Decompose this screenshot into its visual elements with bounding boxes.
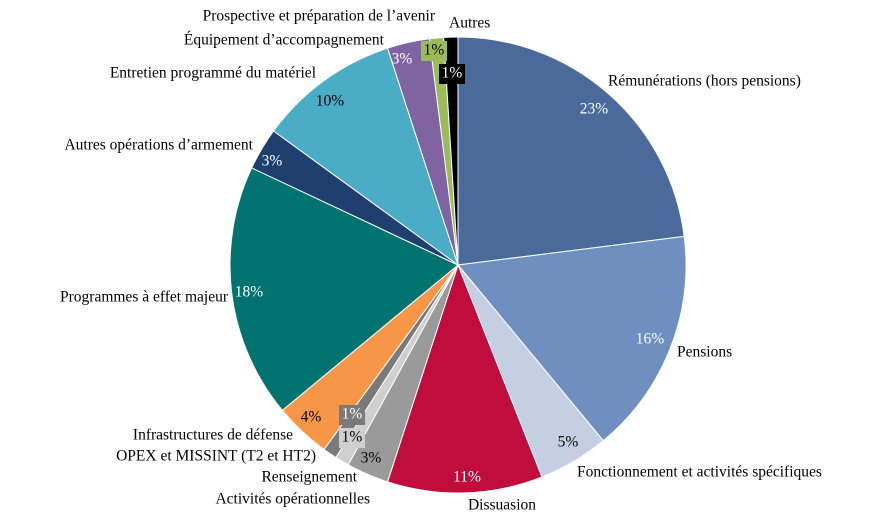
slice-name: Activités opérationnelles xyxy=(215,491,370,508)
value-label: 1% xyxy=(342,406,363,423)
value-label: 3% xyxy=(392,51,413,68)
value-label: 1% xyxy=(342,429,363,446)
value-label: 1% xyxy=(424,42,445,59)
value-label: 10% xyxy=(316,93,345,110)
value-label: 4% xyxy=(301,409,322,426)
pie-slice xyxy=(386,263,543,494)
value-label: 11% xyxy=(453,469,481,486)
label-box xyxy=(339,405,365,425)
label-box xyxy=(421,41,447,61)
value-label: 5% xyxy=(558,434,579,451)
value-label: 16% xyxy=(636,331,665,348)
pie-slice xyxy=(457,235,687,442)
slice-name: Rémunérations (hors pensions) xyxy=(608,73,801,90)
value-label: 3% xyxy=(361,450,382,467)
slice-name: OPEX et MISSINT (T2 et HT2) xyxy=(116,448,316,465)
slice-name: Prospective et préparation de l’avenir xyxy=(203,8,436,25)
value-label: 3% xyxy=(262,153,283,170)
slice-name: Autres opérations d’armement xyxy=(64,137,253,154)
value-label: 1% xyxy=(442,65,463,82)
slice-name: Infrastructures de défense xyxy=(133,427,293,444)
pie-slice xyxy=(443,36,459,266)
label-box xyxy=(439,64,465,84)
pie-slice xyxy=(457,36,685,266)
slice-name: Renseignement xyxy=(261,469,357,486)
slice-name: Dissuasion xyxy=(468,497,536,514)
pie-slice xyxy=(229,167,459,412)
value-label: 23% xyxy=(580,101,609,118)
slice-name: Entretien programmé du matériel xyxy=(110,65,316,82)
slice-name: Pensions xyxy=(677,344,732,361)
slice-name: Équipement d’accompagnement xyxy=(184,32,385,49)
value-label: 18% xyxy=(235,284,264,301)
slice-name: Autres xyxy=(449,15,490,32)
pie-slice xyxy=(272,47,459,267)
label-box xyxy=(339,428,365,448)
slice-name: Fonctionnement et activités spécifiques xyxy=(577,464,822,481)
slice-name: Programmes à effet majeur xyxy=(60,289,229,306)
